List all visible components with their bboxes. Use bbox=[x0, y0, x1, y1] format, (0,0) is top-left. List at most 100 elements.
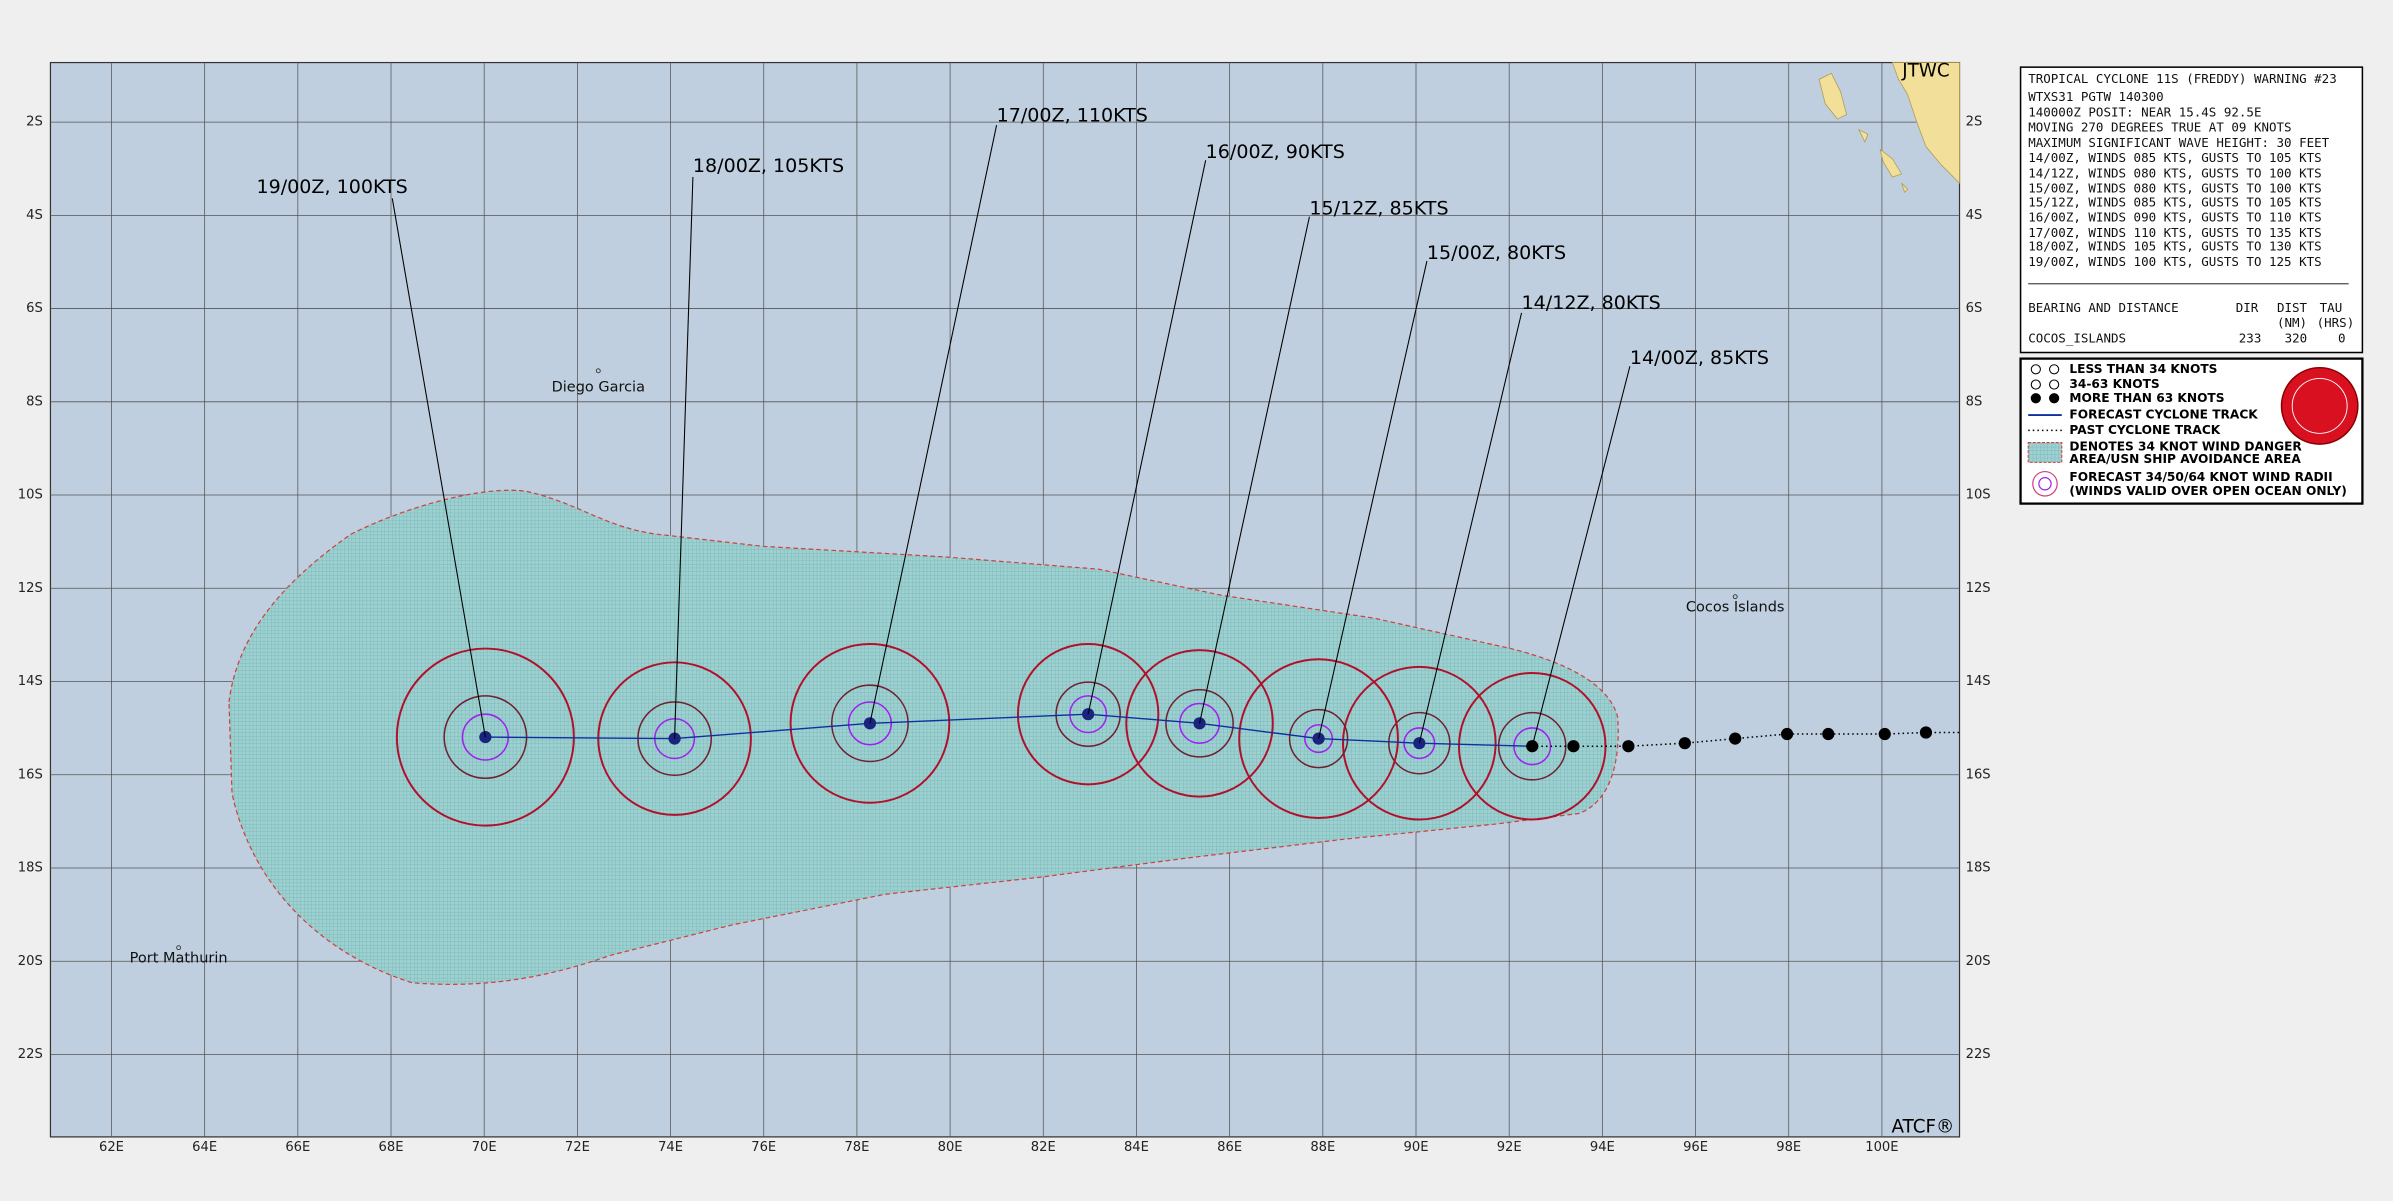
radius-50kt bbox=[1388, 711, 1451, 775]
table-header: TAU bbox=[2320, 300, 2343, 315]
label-leader bbox=[674, 177, 694, 739]
lon-label: 66E bbox=[285, 1140, 310, 1155]
land-islands bbox=[1818, 72, 1909, 193]
label-leader bbox=[1418, 312, 1523, 744]
jtwc-logo-ring bbox=[2291, 378, 2348, 434]
radius-34kt bbox=[789, 643, 951, 804]
lon-label: 98E bbox=[1776, 1140, 1801, 1155]
warning-line: 14/00Z, WINDS 085 KTS, GUSTS TO 105 KTS bbox=[2028, 150, 2322, 165]
table-header: DIR bbox=[2236, 300, 2259, 315]
legend-text: FORECAST CYCLONE TRACK bbox=[2069, 408, 2258, 422]
warning-line: 16/00Z, WINDS 090 KTS, GUSTS TO 110 KTS bbox=[2028, 210, 2322, 225]
lat-label: 8S bbox=[26, 394, 43, 409]
legend-text: DENOTES 34 KNOT WIND DANGER bbox=[2069, 440, 2302, 454]
label-leader bbox=[1318, 260, 1428, 739]
warning-line: WTXS31 PGTW 140300 bbox=[2028, 89, 2163, 104]
warning-line: 18/00Z, WINDS 105 KTS, GUSTS TO 130 KTS bbox=[2028, 239, 2322, 254]
storm-layer bbox=[391, 125, 1960, 827]
radius-34kt bbox=[1342, 665, 1497, 821]
lat-label: 16S bbox=[18, 767, 43, 782]
lat-label: 2S bbox=[26, 115, 43, 130]
place-marker bbox=[176, 945, 182, 951]
danger-area bbox=[228, 489, 1619, 985]
lat-label: 14S bbox=[1966, 674, 1991, 689]
table-header: BEARING AND DISTANCE bbox=[2028, 300, 2179, 315]
place-label: Port Mathurin bbox=[130, 950, 228, 966]
forecast-track bbox=[485, 713, 1533, 747]
lat-label: 2S bbox=[1966, 115, 1983, 130]
table-units: (HRS) bbox=[2317, 315, 2355, 330]
lat-label: 20S bbox=[18, 954, 43, 969]
warning-line: MOVING 270 DEGREES TRUE AT 09 KNOTS bbox=[2028, 120, 2291, 135]
lon-label: 94E bbox=[1590, 1140, 1615, 1155]
legend-symbol bbox=[2049, 393, 2060, 404]
place-marker bbox=[1732, 594, 1738, 600]
lat-label: 12S bbox=[18, 581, 43, 596]
lon-label: 80E bbox=[938, 1140, 963, 1155]
table-units: (NM) bbox=[2277, 315, 2307, 330]
warning-line: 15/00Z, WINDS 080 KTS, GUSTS TO 100 KTS bbox=[2028, 181, 2322, 196]
past-position bbox=[1678, 737, 1691, 750]
lon-label: 72E bbox=[565, 1140, 590, 1155]
radius-50kt bbox=[1165, 689, 1234, 758]
radius-64kt bbox=[1178, 702, 1221, 744]
legend-symbol bbox=[2030, 379, 2041, 390]
lon-label: 76E bbox=[751, 1140, 776, 1155]
legend-radii bbox=[2038, 477, 2052, 491]
lat-label: 6S bbox=[26, 301, 43, 316]
radius-34kt bbox=[1016, 643, 1160, 786]
warning-line: 19/00Z, WINDS 100 KTS, GUSTS TO 125 KTS bbox=[2028, 254, 2322, 269]
lat-label: 12S bbox=[1966, 581, 1991, 596]
radius-50kt bbox=[1288, 708, 1349, 769]
lat-label: 4S bbox=[1966, 208, 1983, 223]
lat-label: 22S bbox=[1966, 1047, 1991, 1062]
agency-label: JTWC bbox=[1901, 61, 1949, 82]
lon-label: 68E bbox=[379, 1140, 404, 1155]
legend-text: 34-63 KNOTS bbox=[2069, 377, 2159, 391]
lat-label: 14S bbox=[18, 674, 43, 689]
lat-label: 18S bbox=[18, 861, 43, 876]
legend-symbol bbox=[2030, 364, 2041, 375]
legend-text: AREA/USN SHIP AVOIDANCE AREA bbox=[2069, 452, 2301, 466]
forecast-label: 14/00Z, 85KTS bbox=[1630, 347, 1769, 369]
lon-label: 62E bbox=[99, 1140, 124, 1155]
legend-text: (WINDS VALID OVER OPEN OCEAN ONLY) bbox=[2069, 484, 2346, 498]
lon-label: 92E bbox=[1497, 1140, 1522, 1155]
radius-34kt bbox=[1125, 649, 1274, 798]
forecast-label: 14/12Z, 80KTS bbox=[1522, 292, 1661, 314]
radius-64kt bbox=[847, 701, 893, 746]
label-leader bbox=[1199, 216, 1310, 724]
legend-symbol bbox=[2049, 379, 2060, 390]
label-leader bbox=[1531, 366, 1631, 747]
radius-34kt bbox=[395, 647, 575, 827]
lon-label: 86E bbox=[1217, 1140, 1242, 1155]
forecast-label: 18/00Z, 105KTS bbox=[693, 155, 844, 177]
past-position bbox=[1622, 740, 1635, 753]
legend-radii bbox=[2032, 470, 2058, 497]
warning-line: 15/12Z, WINDS 085 KTS, GUSTS TO 105 KTS bbox=[2028, 194, 2322, 209]
warning-line: MAXIMUM SIGNIFICANT WAVE HEIGHT: 30 FEET bbox=[2028, 135, 2329, 150]
lon-label: 82E bbox=[1031, 1140, 1056, 1155]
table-cell: 320 bbox=[2285, 330, 2308, 345]
lat-label: 10S bbox=[18, 488, 43, 503]
past-position bbox=[1780, 727, 1794, 741]
lat-label: 8S bbox=[1966, 394, 1983, 409]
legend-text: FORECAST 34/50/64 KNOT WIND RADII bbox=[2069, 470, 2332, 484]
legend-symbol bbox=[2030, 393, 2041, 404]
past-position bbox=[1567, 740, 1580, 753]
warning-line: TROPICAL CYCLONE 11S (FREDDY) WARNING #2… bbox=[2028, 71, 2337, 86]
past-track bbox=[1532, 731, 1960, 748]
atcf-label: ATCF® bbox=[1892, 1117, 1955, 1138]
lon-label: 74E bbox=[658, 1140, 683, 1155]
lat-label: 22S bbox=[18, 1047, 43, 1062]
radius-64kt bbox=[1069, 695, 1108, 734]
lat-label: 20S bbox=[1966, 954, 1991, 969]
place-label: Cocos Islands bbox=[1686, 599, 1785, 615]
radius-50kt bbox=[1055, 681, 1121, 748]
place-marker bbox=[595, 368, 601, 374]
forecast-position bbox=[1413, 737, 1426, 750]
table-cell: COCOS_ISLANDS bbox=[2028, 330, 2126, 345]
